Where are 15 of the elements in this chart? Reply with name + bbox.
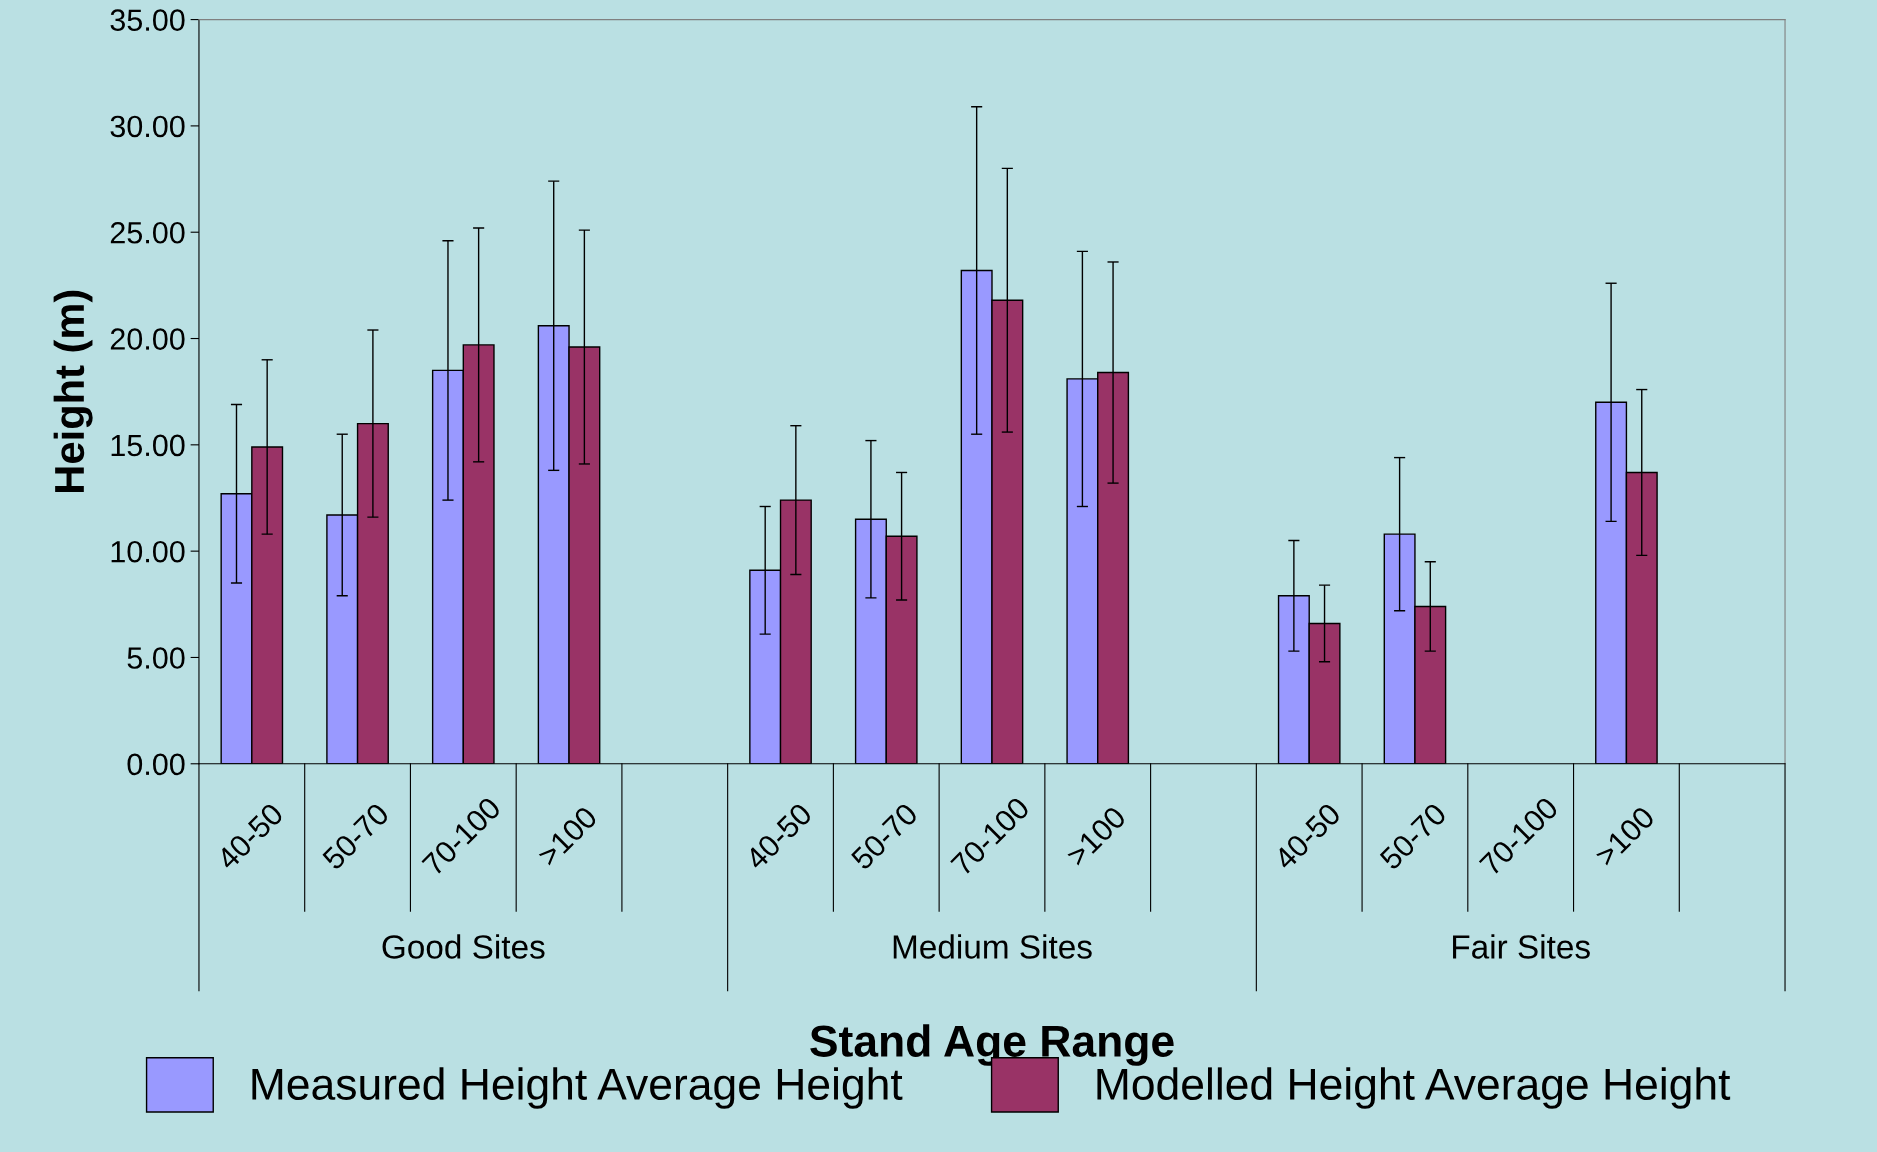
- legend-label: Modelled Height Average Height: [1097, 1067, 1731, 1109]
- y-tick-label: 20.00: [110, 328, 185, 350]
- y-tick-label: 25.00: [110, 221, 185, 244]
- y-axis-title: Height (m): [53, 290, 93, 492]
- y-tick-label: 35.00: [110, 9, 185, 31]
- y-tick-label: 15.00: [111, 434, 185, 457]
- y-tick-label: 5.00: [127, 647, 185, 669]
- x-axis-title: Stand Age Range: [810, 1024, 1174, 1066]
- legend-label: Measured Height Average Height: [252, 1067, 903, 1109]
- text: Medium Sites: [893, 934, 1092, 959]
- y-tick-label: 30.00: [110, 115, 185, 138]
- text: Fair Sites: [1453, 934, 1590, 959]
- y-tick-label: 10.00: [111, 540, 185, 563]
- y-tick-label: 0.00: [127, 753, 185, 776]
- text: Good Sites: [382, 934, 545, 959]
